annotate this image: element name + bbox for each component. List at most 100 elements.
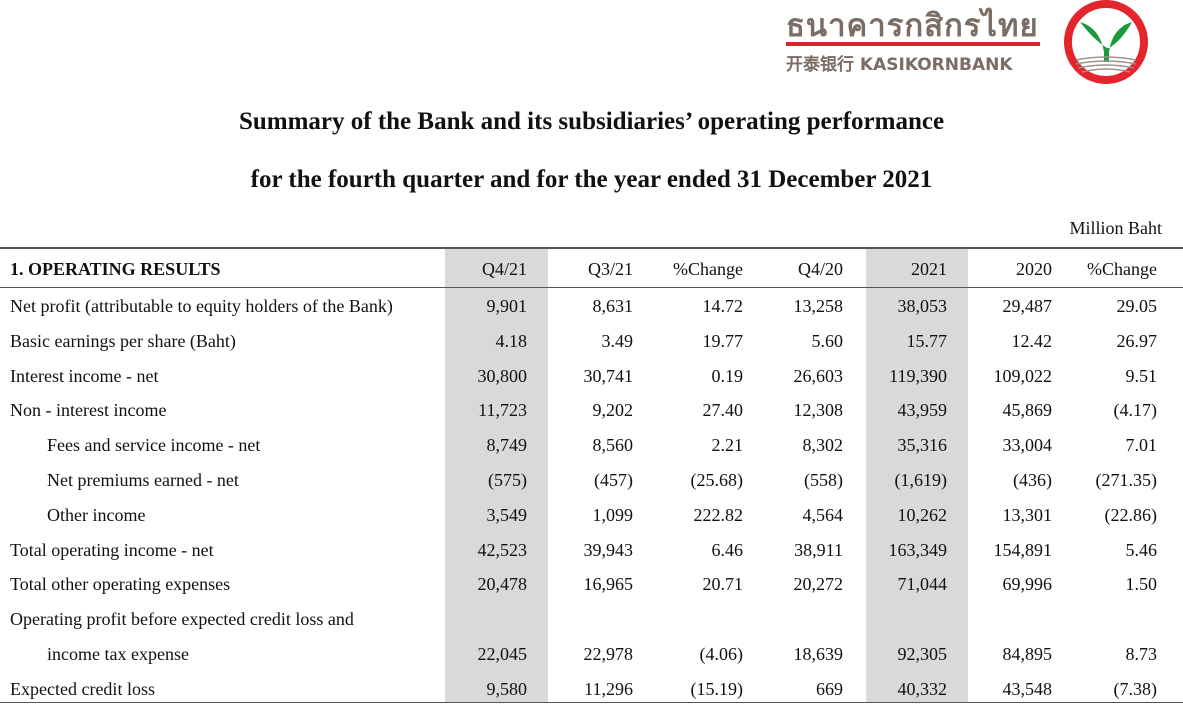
cell-value: 26.97	[1116, 330, 1158, 351]
cell-value: 11,723	[478, 400, 527, 421]
title-line-2: for the fourth quarter and for the year …	[250, 166, 933, 193]
cell-value: 12.42	[1011, 330, 1053, 351]
cell-value: 14.72	[702, 296, 744, 316]
table-row: Net premiums earned - net (575) (457) (25.6…	[0, 463, 1183, 498]
cell-value: 22,045	[477, 644, 528, 664]
cell-value: 5.46	[1125, 539, 1158, 560]
table-header-row: 1. OPERATING RESULTS Q4/21 Q3/21 %Change Q4/…	[0, 252, 1183, 287]
cell-value: 6.46	[711, 539, 744, 560]
column-header: Q4/20	[798, 259, 843, 279]
section-title: 1. OPERATING RESULTS	[10, 259, 221, 279]
cell-value: 7.01	[1125, 435, 1158, 456]
cell-value: 9,580	[486, 678, 528, 699]
cell-value: (1,619)	[894, 470, 948, 490]
column-header: 2020	[1016, 259, 1052, 279]
cell-value: 30,800	[477, 365, 528, 386]
table-row: Non - interest income 11,723 9,202 27.40 12,…	[0, 393, 1183, 428]
cell-value: 40,332	[897, 678, 948, 699]
cell-value: 33,004	[1002, 435, 1053, 456]
cell-value: 13,301	[1002, 504, 1053, 525]
cell-value: 2.21	[711, 435, 744, 456]
table-row: Total operating income - net 42,523 39,943…	[0, 533, 1183, 568]
cell-value: 8,302	[802, 435, 844, 456]
cell-value: 29.05	[1116, 296, 1158, 316]
cell-value: 669	[816, 678, 843, 699]
column-header: Q3/21	[588, 259, 633, 279]
cell-value: 1.50	[1125, 574, 1158, 595]
row-label: Other income	[47, 504, 146, 525]
logo-thai-text: ธนาคารกสิกรไทย	[786, 8, 1039, 44]
cell-value: 20,478	[477, 574, 528, 595]
cell-value: 45,869	[1002, 400, 1053, 421]
cell-value: 20,272	[793, 574, 844, 595]
table-row: Fees and service income - net 8,749 8,560 2…	[0, 428, 1183, 463]
cell-value: 20.71	[702, 574, 744, 595]
cell-value: 16,965	[583, 574, 634, 595]
cell-value: 3,549	[486, 504, 528, 525]
cell-value: 42,523	[477, 539, 528, 560]
cell-value: 92,305	[897, 644, 948, 664]
cell-value: (4.17)	[1113, 400, 1158, 421]
cell-value: 19.77	[702, 330, 744, 351]
column-header: Q4/21	[482, 259, 527, 279]
cell-value: (558)	[804, 470, 843, 490]
table-row: Total other operating expenses 20,478 16,9…	[0, 567, 1183, 602]
cell-value: 11,296	[584, 678, 633, 699]
table-row: Expected credit loss 9,580 11,296 (15.19) 66…	[0, 672, 1183, 707]
cell-value: 1,099	[592, 504, 634, 525]
row-label: Operating profit before expected credit …	[10, 609, 354, 630]
cell-value: 8,631	[592, 296, 634, 316]
title-line-1: Summary of the Bank and its subsidiaries…	[238, 108, 945, 135]
cell-value: 9,901	[486, 296, 528, 316]
cell-value: (575)	[488, 470, 527, 490]
2021-column-shade	[866, 249, 968, 703]
cell-value: 9,202	[592, 400, 634, 421]
cell-value: 8,560	[592, 435, 634, 456]
table-row: Interest income - net 30,800 30,741 0.19 26,…	[0, 359, 1183, 394]
cell-value: 119,390	[889, 365, 947, 386]
cell-value: 30,741	[583, 365, 634, 386]
table-row: Operating profit before expected credit …	[0, 602, 1183, 637]
logo-english-text: 开泰银行 KASIKORNBANK	[786, 55, 1013, 75]
cell-value: (25.68)	[690, 470, 744, 490]
cell-value: 26,603	[793, 365, 844, 386]
cell-value: 4,564	[802, 504, 844, 525]
row-label: income tax expense	[47, 644, 189, 664]
cell-value: 8.73	[1125, 644, 1158, 664]
table-row: income tax expense 22,045 22,978 (4.06) 18,6…	[0, 637, 1183, 672]
cell-value: 8,749	[486, 435, 528, 456]
cell-value: 9.51	[1125, 365, 1158, 386]
cell-value: 5.60	[811, 330, 844, 351]
cell-value: 3.49	[601, 330, 634, 351]
cell-value: 109,022	[993, 365, 1053, 386]
cell-value: 15.77	[906, 330, 948, 351]
header-rule	[0, 287, 1183, 288]
cell-value: 29,487	[1002, 296, 1053, 316]
cell-value: 38,053	[897, 296, 948, 316]
cell-value: 22,978	[583, 644, 634, 664]
cell-value: 27.40	[702, 400, 744, 421]
logo-red-line	[786, 42, 1040, 46]
row-label: Non - interest income	[10, 400, 167, 421]
cell-value: 222.82	[693, 504, 744, 525]
column-header: %Change	[673, 259, 743, 279]
cell-value: 13,258	[793, 296, 844, 316]
cell-value: 4.18	[495, 330, 528, 351]
row-label: Total operating income - net	[10, 539, 214, 560]
cell-value: 35,316	[897, 435, 948, 456]
table-row: Net profit (attributable to equity holde…	[0, 289, 1183, 324]
cell-value: 163,349	[888, 539, 948, 560]
cell-value: (15.19)	[690, 678, 744, 699]
table-top-rule	[0, 247, 1183, 249]
cell-value: 43,959	[897, 400, 948, 421]
cell-value: (457)	[594, 470, 633, 490]
cell-value: (4.06)	[699, 644, 744, 664]
cell-value: 18,639	[793, 644, 844, 664]
cell-value: (22.86)	[1104, 504, 1158, 525]
cell-value: (271.35)	[1095, 470, 1158, 490]
kasikornbank-logo-icon	[1064, 0, 1148, 84]
row-label: Interest income - net	[10, 365, 159, 386]
q4-21-column-shade	[445, 249, 548, 703]
column-header: %Change	[1087, 259, 1157, 279]
cell-value: (436)	[1013, 470, 1052, 490]
